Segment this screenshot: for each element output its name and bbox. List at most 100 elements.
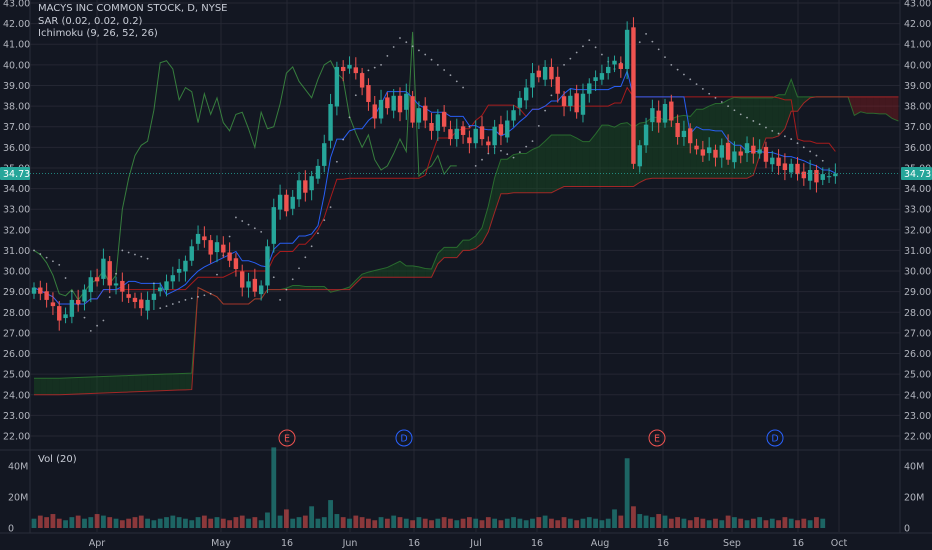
cloud-segment: [406, 265, 413, 278]
candle-body: [164, 281, 169, 291]
cloud-segment: [450, 247, 457, 258]
sar-dot: [720, 101, 723, 103]
sar-dot: [115, 272, 117, 275]
x-tick-label: Jun: [342, 538, 358, 549]
candle-body: [795, 163, 800, 175]
y-tick-label-right: 24.00: [904, 390, 931, 401]
cloud-segment: [147, 374, 154, 392]
candle-body: [441, 111, 447, 127]
cloud-segment: [885, 96, 893, 119]
volume-bar: [252, 517, 258, 528]
sar-dot: [348, 116, 351, 119]
symbol-title[interactable]: MACYS INC COMMON STOCK, D, NYSE: [38, 3, 228, 14]
volume-bar: [555, 520, 561, 528]
cloud-segment: [753, 97, 760, 176]
volume-bar: [176, 517, 182, 528]
earnings-marker-label: E: [284, 434, 290, 445]
candle-body: [725, 142, 731, 160]
volume-bar: [776, 520, 781, 528]
candle-body: [511, 110, 516, 121]
conversion-line: [33, 69, 836, 305]
volume-bar: [233, 517, 239, 528]
volume-bar: [44, 517, 50, 528]
cloud-segment: [128, 375, 135, 393]
sar-dot: [140, 255, 143, 258]
candle-body: [303, 180, 308, 193]
y-tick-label-right: 36.00: [904, 143, 931, 154]
y-tick-label-right: 39.00: [904, 81, 931, 92]
sar-dot: [525, 145, 528, 148]
cloud-segment: [892, 96, 899, 122]
sar-dot: [203, 294, 206, 297]
sar-dot: [657, 48, 660, 51]
sar-dot: [563, 63, 565, 66]
sar-dot: [380, 63, 382, 66]
candle-body: [176, 268, 182, 273]
cloud-segment: [488, 177, 495, 232]
candle-body: [606, 66, 611, 74]
sar-indicator-label[interactable]: SAR (0.02, 0.02, 0.2): [38, 15, 143, 27]
cloud-segment: [772, 94, 779, 139]
cloud-segment: [46, 378, 53, 395]
cloud-segment: [765, 97, 773, 139]
candle-body: [776, 157, 781, 166]
candle-body: [246, 281, 251, 288]
sar-dot: [399, 37, 401, 39]
sar-dot: [260, 230, 263, 233]
cloud-segment: [589, 133, 596, 187]
earnings-marker: [648, 429, 666, 447]
volume-bar: [814, 517, 819, 528]
candle-body: [120, 280, 125, 292]
sar-dot: [405, 41, 408, 44]
y-tick-label-right: 34.00: [904, 184, 931, 195]
volume-bar: [605, 518, 611, 528]
candle-body: [505, 120, 510, 138]
volume-bar: [214, 517, 220, 528]
sar-dot: [683, 73, 685, 76]
sar-dot: [171, 303, 174, 305]
ichimoku-indicator-label[interactable]: Ichimoku (9, 26, 52, 26): [38, 28, 158, 39]
cloud-segment: [412, 265, 419, 278]
volume-bar: [258, 520, 264, 528]
sar-dot: [279, 299, 281, 301]
sar-dot: [449, 74, 452, 77]
sar-dot: [550, 94, 553, 97]
earnings-marker: [278, 429, 296, 447]
volume-bar: [549, 518, 554, 528]
volume-indicator-label[interactable]: Vol (20): [38, 454, 77, 465]
sar-dot: [253, 227, 256, 230]
volume-bar: [687, 520, 693, 528]
volume-bar: [429, 520, 434, 528]
cloud-segment: [166, 373, 173, 391]
cloud-segment: [866, 96, 874, 114]
cloud-segment: [437, 247, 445, 264]
volume-bar: [473, 518, 479, 528]
sar-dot: [134, 253, 136, 256]
volume-bar: [750, 518, 756, 528]
volume-bar: [422, 518, 428, 528]
y-tick-label-left: 30.00: [3, 267, 30, 278]
y-tick-label-right: 37.00: [904, 122, 931, 133]
sar-dot: [354, 94, 357, 97]
x-tick-label: 16: [408, 538, 420, 549]
cloud-segment: [172, 373, 180, 391]
candle-body: [486, 141, 491, 146]
y-tick-label-right: 42.00: [904, 19, 931, 30]
y-tick-label-left: 31.00: [3, 246, 30, 257]
cloud-segment: [734, 97, 741, 179]
sar-dot: [506, 153, 509, 156]
cloud-segment: [381, 267, 388, 278]
candle-body: [284, 194, 289, 212]
sar-dot: [783, 135, 786, 138]
candle-body: [57, 306, 62, 321]
cloud-segment: [557, 134, 565, 190]
volume-bar: [302, 515, 308, 528]
y-tick-label-left: 38.00: [3, 102, 30, 113]
y-tick-label-left: 34.00: [3, 184, 30, 195]
cloud-segment: [500, 159, 508, 194]
volume-bar: [763, 520, 769, 528]
candles: [31, 17, 838, 331]
